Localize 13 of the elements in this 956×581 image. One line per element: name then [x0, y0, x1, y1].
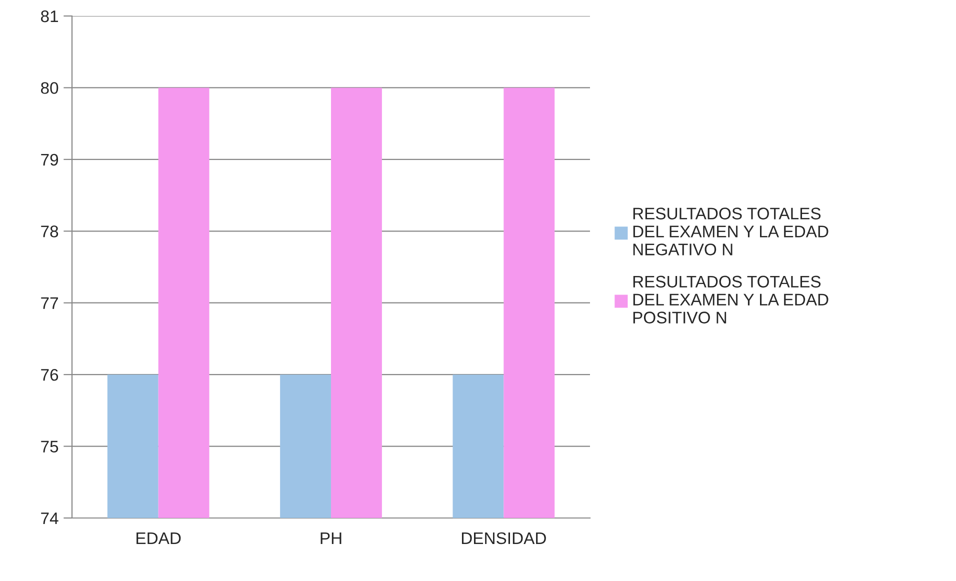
y-tick-label: 77 — [41, 297, 58, 309]
y-tick-label: 81 — [40, 10, 58, 22]
y-tick-label: 74 — [41, 512, 58, 524]
x-tick-label: EDAD — [136, 532, 181, 544]
y-tick-label: 80 — [40, 82, 58, 94]
legend-label: RESULTADOS TOTALES DEL EXAMEN Y LA EDAD POSITIVO N — [633, 276, 828, 324]
x-tick-label: PH — [320, 532, 342, 544]
y-tick-label: 76 — [41, 368, 58, 381]
y-tick-label: 75 — [41, 440, 58, 452]
y-tick-label: 78 — [41, 226, 58, 238]
legend-label: RESULTADOS TOTALES DEL EXAMEN Y LA EDAD NEGATIVO N — [633, 208, 828, 256]
x-tick-label: DENSIDAD — [462, 532, 546, 544]
y-tick-label: 79 — [41, 154, 58, 166]
